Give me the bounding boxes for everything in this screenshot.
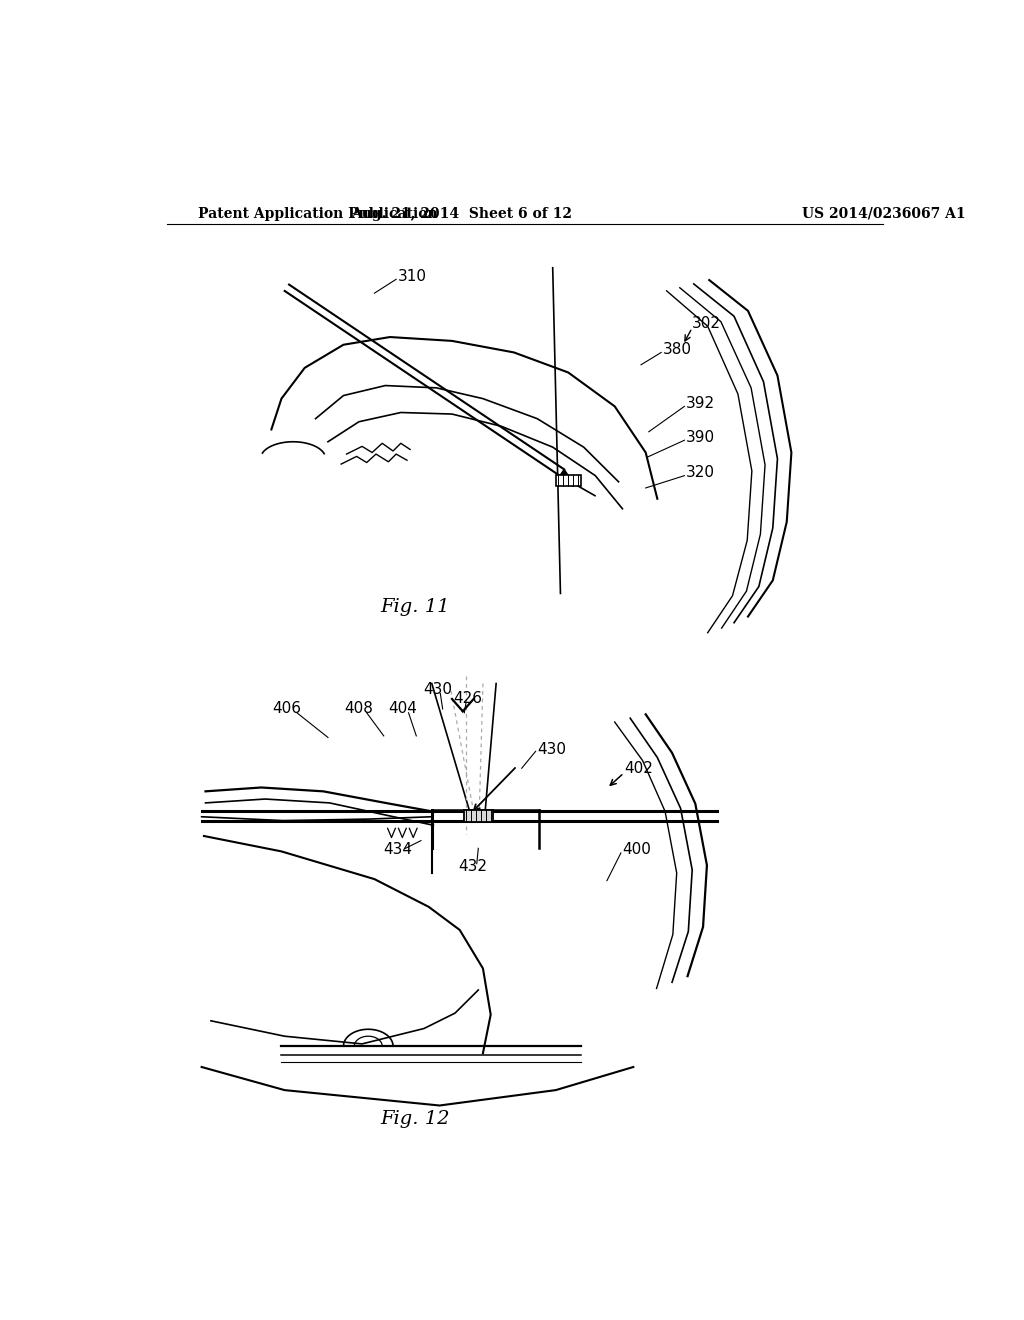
Bar bbox=[464, 810, 493, 822]
Text: 402: 402 bbox=[624, 760, 653, 776]
Text: 302: 302 bbox=[692, 317, 721, 331]
Text: Fig. 11: Fig. 11 bbox=[380, 598, 450, 615]
Polygon shape bbox=[560, 470, 569, 478]
Text: 430: 430 bbox=[538, 742, 566, 758]
Text: Aug. 21, 2014  Sheet 6 of 12: Aug. 21, 2014 Sheet 6 of 12 bbox=[351, 207, 571, 220]
Bar bbox=[556, 475, 581, 486]
Text: 406: 406 bbox=[272, 701, 301, 717]
Text: 390: 390 bbox=[686, 429, 715, 445]
Text: Fig. 12: Fig. 12 bbox=[380, 1110, 450, 1129]
Text: 434: 434 bbox=[383, 842, 413, 858]
Text: 320: 320 bbox=[686, 465, 715, 480]
Text: 380: 380 bbox=[663, 342, 692, 356]
Text: 426: 426 bbox=[453, 692, 482, 706]
Text: 430: 430 bbox=[424, 682, 453, 697]
Text: 310: 310 bbox=[397, 269, 427, 284]
Text: 432: 432 bbox=[459, 859, 487, 874]
Text: 404: 404 bbox=[389, 701, 418, 717]
Text: 400: 400 bbox=[623, 842, 651, 858]
Text: US 2014/0236067 A1: US 2014/0236067 A1 bbox=[802, 207, 966, 220]
Text: Patent Application Publication: Patent Application Publication bbox=[198, 207, 437, 220]
Text: 408: 408 bbox=[344, 701, 374, 717]
Text: 392: 392 bbox=[686, 396, 715, 411]
